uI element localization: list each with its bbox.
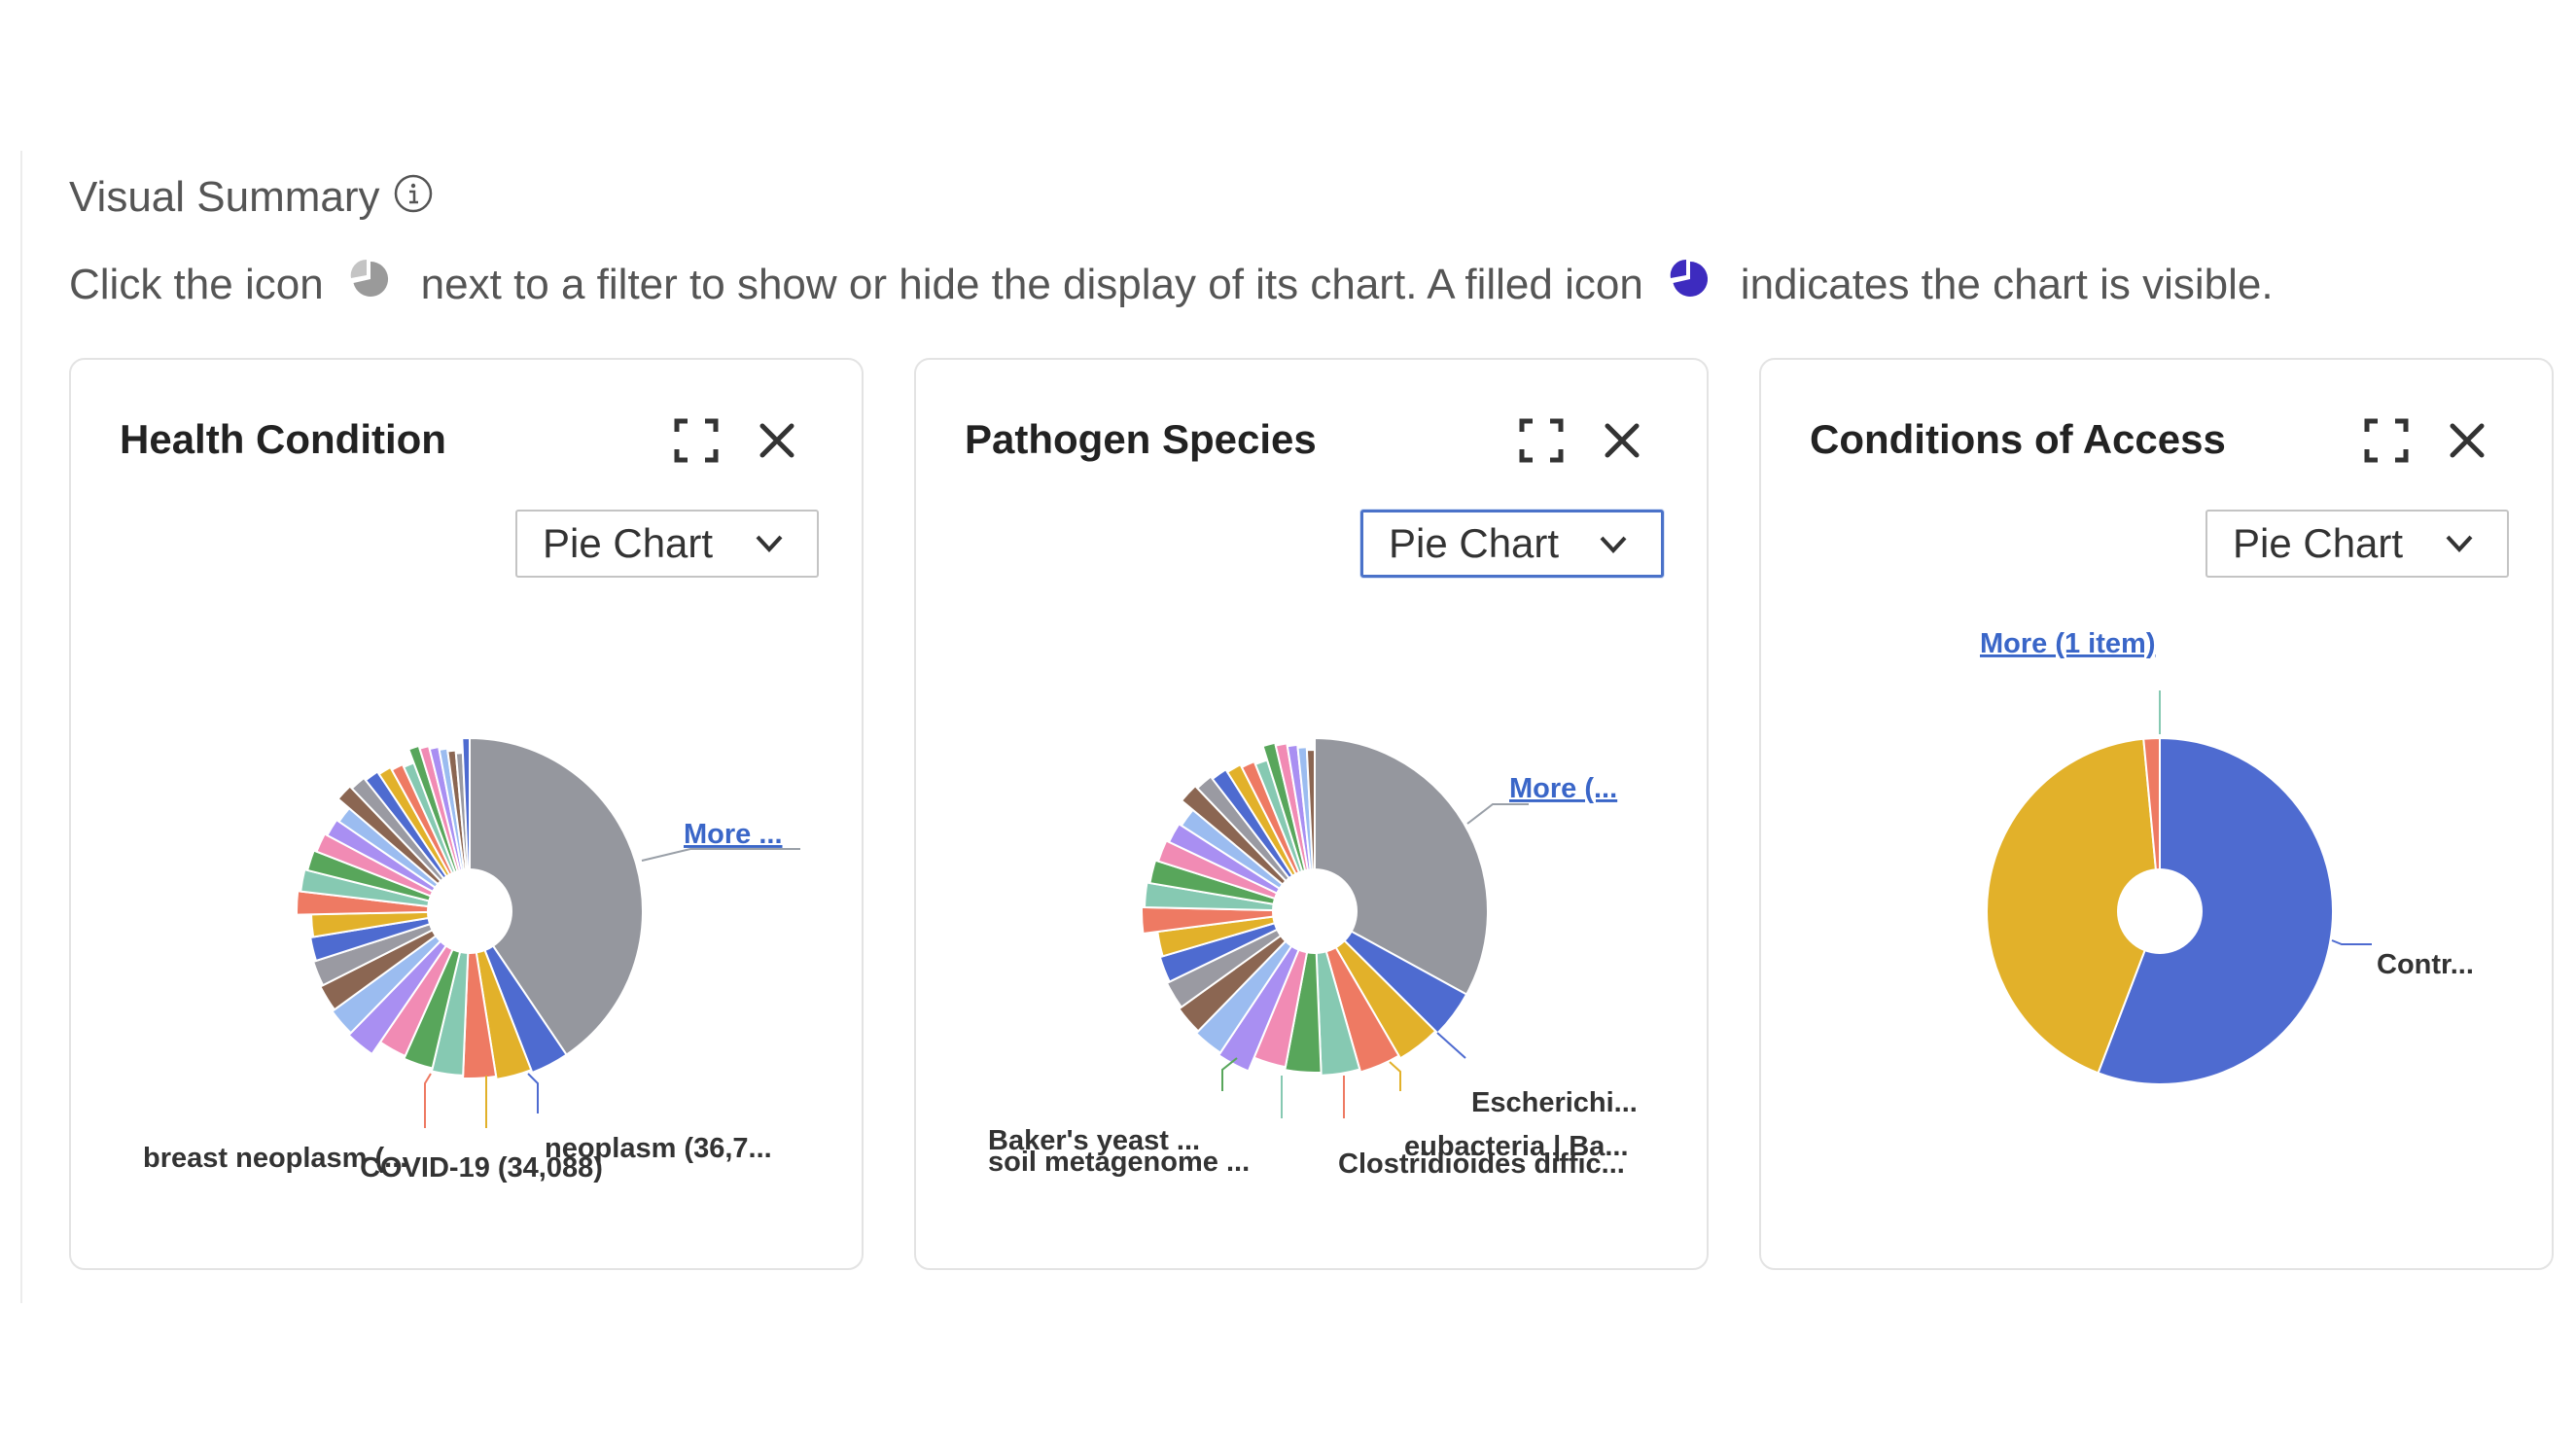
chevron-down-icon bbox=[1600, 536, 1627, 553]
chart-label-neoplasm: neoplasm (36,7... bbox=[545, 1133, 772, 1164]
pie-slice[interactable] bbox=[1165, 910, 1316, 1009]
donut-hole bbox=[1272, 868, 1358, 954]
chart-type-select[interactable]: Pie Chart bbox=[2205, 510, 2509, 578]
chevron-down-icon bbox=[2446, 535, 2473, 552]
pie-outline-icon bbox=[350, 259, 388, 297]
donut-hole bbox=[427, 868, 512, 954]
chart-type-select[interactable]: Pie Chart bbox=[515, 510, 819, 578]
pie-slice[interactable] bbox=[1177, 910, 1316, 1033]
pie-slice[interactable] bbox=[1211, 767, 1316, 912]
chart-label-breast-neoplasm: breast neoplasm (... bbox=[143, 1143, 407, 1174]
pie-slice[interactable] bbox=[2097, 736, 2334, 1085]
close-icon[interactable] bbox=[2445, 418, 2489, 463]
donut-hole bbox=[2117, 868, 2203, 954]
chart-label-clostridioides: Clostridioides diffic... bbox=[1338, 1149, 1625, 1180]
pie-slice[interactable] bbox=[1314, 910, 1437, 1060]
instruction-text-start: Click the icon bbox=[69, 261, 324, 308]
pie-slice[interactable] bbox=[347, 910, 471, 1056]
pie-slice[interactable] bbox=[2142, 736, 2161, 912]
visual-summary-title: Visual Summary bbox=[69, 173, 380, 221]
pie-slice[interactable] bbox=[1194, 910, 1316, 1054]
chart-card-health-condition: More ... neoplasm (36,7... COVID-19 (34,… bbox=[69, 358, 864, 1270]
close-icon[interactable] bbox=[755, 418, 799, 463]
chart-label-covid: COVID-19 (34,088) bbox=[360, 1152, 603, 1184]
pie-slice[interactable] bbox=[319, 910, 471, 1011]
chart-label-more[interactable]: More (... bbox=[1509, 773, 1617, 804]
pie-slice[interactable] bbox=[1314, 736, 1489, 996]
left-border-rule bbox=[20, 151, 22, 1303]
chart-label-eubacteria: eubacteria | Ba... bbox=[1404, 1131, 1629, 1162]
visual-summary-header: Visual Summary bbox=[69, 173, 433, 222]
chart-type-value: Pie Chart bbox=[2233, 520, 2404, 566]
close-icon[interactable] bbox=[1600, 418, 1644, 463]
pie-slice[interactable] bbox=[406, 744, 471, 912]
card-title: Health Condition bbox=[120, 416, 446, 462]
visual-summary-instructions: Click the icon next to a filter to show … bbox=[69, 259, 2274, 309]
chart-type-value: Pie Chart bbox=[1389, 520, 1560, 566]
pie-slice[interactable] bbox=[1261, 741, 1316, 912]
chart-label-more[interactable]: More ... bbox=[684, 819, 783, 850]
pie-slice[interactable] bbox=[469, 910, 568, 1075]
pie-chart-pathogen-species: More (... Escherichi... eubacteria | Ba.… bbox=[988, 736, 1638, 1180]
pie-slice[interactable] bbox=[1986, 737, 2162, 1075]
pie-slice[interactable] bbox=[469, 736, 644, 1056]
instruction-text-middle: next to a filter to show or hide the dis… bbox=[420, 261, 1643, 308]
pie-slice[interactable] bbox=[418, 744, 471, 912]
info-icon[interactable] bbox=[394, 174, 433, 213]
pie-slice[interactable] bbox=[461, 736, 471, 912]
card-title: Conditions of Access bbox=[1810, 416, 2226, 462]
pie-slice[interactable] bbox=[1141, 905, 1316, 936]
pie-slice[interactable] bbox=[469, 910, 533, 1080]
pie-slice[interactable] bbox=[336, 785, 471, 912]
pie-chart-conditions-of-access: More (1 item) Contr... bbox=[1980, 628, 2474, 1085]
pie-chart-health-condition: More ... neoplasm (36,7... COVID-19 (34,… bbox=[143, 736, 800, 1184]
chart-label-soil-metagenome: soil metagenome ... bbox=[988, 1147, 1250, 1178]
chart-label-bakers-yeast: Baker's yeast ... bbox=[988, 1125, 1200, 1156]
pie-slice[interactable] bbox=[1314, 910, 1400, 1074]
chevron-down-icon bbox=[756, 535, 783, 552]
chart-card-pathogen-species: More (... Escherichi... eubacteria | Ba.… bbox=[914, 358, 1709, 1270]
pie-slice[interactable] bbox=[350, 776, 471, 912]
chart-type-select[interactable]: Pie Chart bbox=[1360, 510, 1664, 578]
pie-slice[interactable] bbox=[364, 770, 471, 912]
pie-filled-icon bbox=[1670, 259, 1708, 297]
chart-label-escherichia: Escherichi... bbox=[1471, 1087, 1638, 1118]
expand-icon[interactable] bbox=[1519, 418, 1564, 463]
pie-slice[interactable] bbox=[1217, 910, 1316, 1073]
pie-slice[interactable] bbox=[331, 910, 471, 1035]
chart-label-more[interactable]: More (1 item) bbox=[1980, 628, 2155, 659]
pie-slice[interactable] bbox=[311, 910, 471, 987]
pie-slice[interactable] bbox=[1274, 742, 1316, 912]
chart-type-value: Pie Chart bbox=[543, 520, 714, 566]
expand-icon[interactable] bbox=[674, 418, 719, 463]
pie-slice[interactable] bbox=[1195, 775, 1316, 912]
chart-label-controlled: Contr... bbox=[2377, 949, 2474, 980]
card-title: Pathogen Species bbox=[965, 416, 1317, 462]
expand-icon[interactable] bbox=[2364, 418, 2409, 463]
instruction-text-end: indicates the chart is visible. bbox=[1740, 261, 2274, 308]
pie-slice[interactable] bbox=[1180, 784, 1316, 912]
chart-card-conditions-of-access: More (1 item) Contr... Conditions of Acc… bbox=[1759, 358, 2554, 1270]
